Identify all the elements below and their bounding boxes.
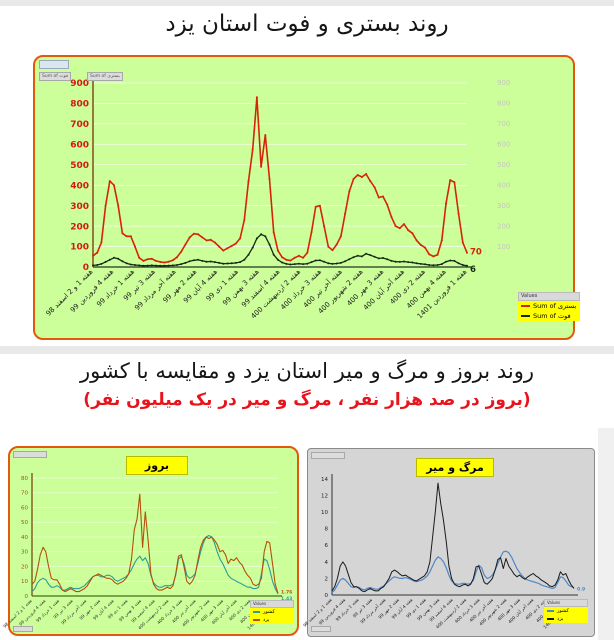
svg-text:6: 6 — [325, 543, 329, 549]
svg-text:6: 6 — [470, 265, 476, 275]
top-chart-legend: Values Sum of بستری Sum of فوت — [518, 292, 580, 321]
legend-label: یزد — [557, 615, 564, 622]
svg-text:20: 20 — [21, 564, 28, 570]
svg-text:هفته 1 خرداد 99: هفته 1 خرداد 99 — [335, 597, 361, 623]
legend-label: کشور — [557, 607, 569, 614]
pivotchart-filter-button[interactable] — [39, 60, 69, 69]
legend-label: کشور — [263, 608, 275, 615]
yazd-line-swatch — [547, 617, 554, 620]
svg-text:هفته 3 بهمن 99: هفته 3 بهمن 99 — [416, 597, 441, 622]
comparison-title: روند بروز و مرگ و میر استان یزد و مقایسه… — [80, 359, 534, 383]
svg-text:هفته 1 خرداد 99: هفته 1 خرداد 99 — [35, 598, 61, 624]
svg-text:900: 900 — [70, 79, 89, 89]
svg-text:10: 10 — [321, 510, 328, 516]
pivotchart-field-button[interactable] — [13, 451, 47, 458]
svg-text:4: 4 — [325, 560, 329, 566]
pivotchart-axis-button[interactable] — [311, 626, 331, 632]
comparison-subtitle: (بروز در صد هزار نفر ، مرگ و میر در یک م… — [83, 390, 531, 410]
svg-text:300: 300 — [497, 202, 510, 210]
svg-text:500: 500 — [70, 161, 89, 171]
mortality-legend: Values کشور یزد — [544, 599, 588, 623]
deaths-line-swatch — [521, 315, 530, 317]
svg-text:40: 40 — [21, 535, 28, 541]
svg-text:700: 700 — [70, 120, 89, 130]
svg-text:600: 600 — [497, 141, 510, 149]
svg-text:100: 100 — [497, 243, 510, 251]
svg-text:70: 70 — [21, 491, 28, 497]
legend-item-deaths: Sum of فوت — [518, 311, 580, 321]
country-line-swatch — [253, 610, 260, 613]
svg-text:800: 800 — [70, 100, 89, 110]
incidence-chart-title: بروز — [126, 456, 188, 475]
svg-text:0: 0 — [83, 263, 89, 273]
svg-text:200: 200 — [497, 222, 510, 230]
svg-text:هفته 4 اسفند 99: هفته 4 اسفند 99 — [130, 598, 157, 625]
svg-text:12: 12 — [321, 493, 328, 499]
svg-text:70: 70 — [470, 248, 482, 258]
svg-text:8: 8 — [325, 527, 329, 533]
svg-text:هفته 3 مهر 400: هفته 3 مهر 400 — [496, 597, 522, 623]
svg-text:1.76: 1.76 — [281, 589, 292, 595]
pivot-field-button-admissions[interactable]: Sum of بستری — [87, 72, 123, 81]
legend-header: Values — [518, 292, 580, 301]
legend-item-country: کشور — [250, 607, 294, 616]
svg-text:200: 200 — [70, 222, 89, 232]
svg-text:500: 500 — [497, 161, 510, 169]
legend-item-country: کشور — [544, 606, 588, 615]
svg-text:30: 30 — [21, 550, 28, 556]
pivotchart-axis-button[interactable] — [13, 626, 33, 632]
svg-text:400: 400 — [497, 181, 510, 189]
hospitalization-death-trend-chart: 0 100 200 300 400 500 600 700 800 900 100 200 300 400… — [44, 78, 510, 320]
legend-item-yazd: یزد — [250, 615, 294, 624]
svg-text:400: 400 — [70, 181, 89, 191]
legend-label: Sum of بستری — [533, 302, 577, 310]
section-divider — [0, 346, 614, 354]
svg-text:600: 600 — [70, 140, 89, 150]
svg-text:700: 700 — [497, 120, 510, 128]
pivotchart-field-button[interactable] — [311, 452, 345, 459]
svg-text:0: 0 — [325, 593, 329, 599]
yazd-line-swatch — [253, 618, 260, 621]
svg-text:80: 80 — [21, 476, 28, 482]
legend-item-yazd: یزد — [544, 614, 588, 623]
mortality-chart-title: مرگ و میر — [416, 458, 494, 477]
legend-label: Sum of فوت — [533, 312, 571, 320]
svg-text:هفته 3 مهر 400: هفته 3 مهر 400 — [199, 598, 225, 624]
svg-text:800: 800 — [497, 100, 510, 108]
svg-text:0.9: 0.9 — [577, 587, 585, 593]
hospitalization-death-chart-panel: 0 100 200 300 400 500 600 700 800 900 100 200 300 400… — [33, 55, 580, 340]
svg-text:1.43: 1.43 — [281, 596, 292, 602]
svg-text:10: 10 — [21, 579, 28, 585]
admissions-line-swatch — [521, 305, 530, 307]
svg-text:60: 60 — [21, 505, 28, 511]
mortality-chart-panel: 0 2 4 6 8 10 12 14 هفته 1 و 2 اسفند 98 هفته 4 فرو… — [302, 448, 595, 637]
legend-item-admissions: Sum of بستری — [518, 301, 580, 311]
legend-header: Values — [544, 599, 588, 607]
incidence-chart-panel: 0 10 20 30 40 50 60 70 80 هفته 1 و 2 اسفند 98 هفته… — [2, 446, 299, 636]
svg-text:14: 14 — [321, 477, 328, 483]
svg-text:2: 2 — [325, 576, 329, 582]
svg-text:300: 300 — [70, 202, 89, 212]
top-border-band — [0, 0, 614, 6]
pivot-field-button-deaths[interactable]: Sum of فوت — [39, 72, 72, 81]
svg-text:0: 0 — [25, 594, 29, 600]
page-title: روند بستری و فوت استان یزد — [165, 11, 449, 37]
svg-text:900: 900 — [497, 79, 510, 87]
svg-text:50: 50 — [21, 520, 28, 526]
country-line-swatch — [547, 609, 554, 612]
legend-header: Values — [250, 600, 294, 608]
legend-label: یزد — [263, 616, 270, 623]
incidence-legend: Values کشور یزد — [250, 600, 294, 624]
svg-text:100: 100 — [70, 243, 89, 253]
right-margin-strip — [598, 428, 614, 640]
